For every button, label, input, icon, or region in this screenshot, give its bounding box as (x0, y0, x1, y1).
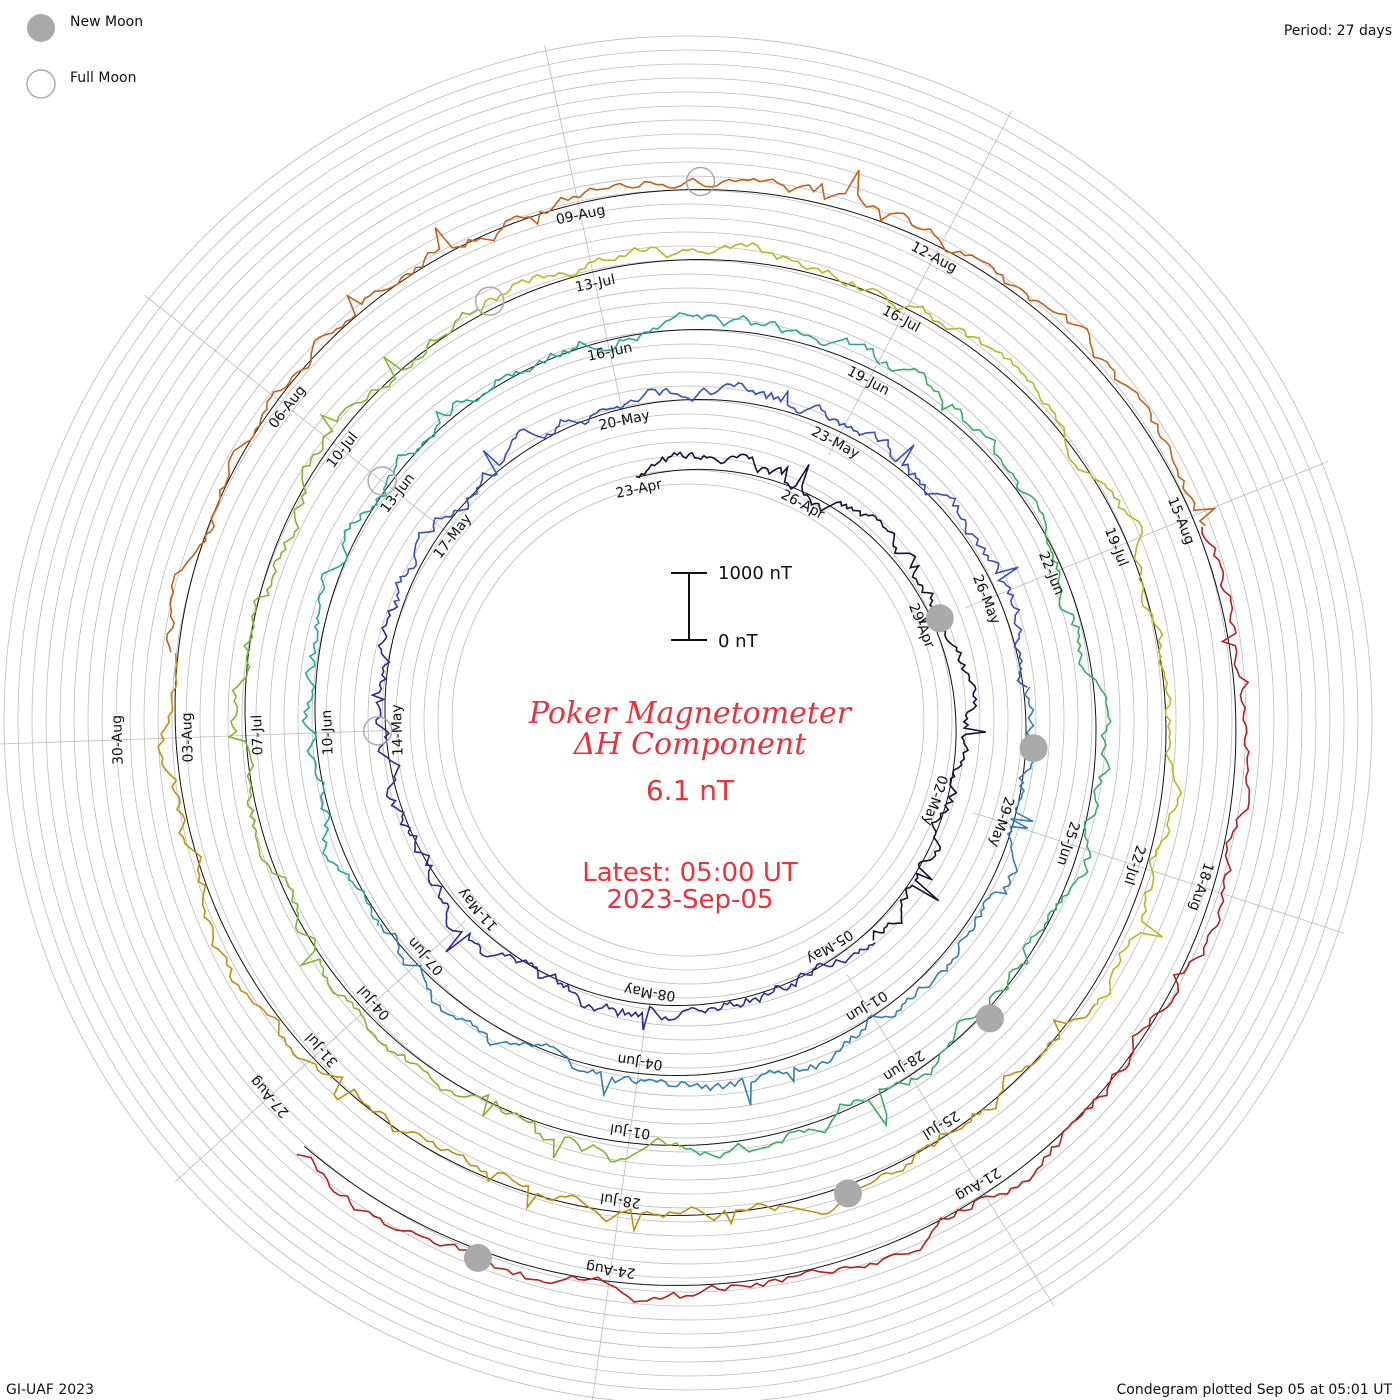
date-label: 07-Jul (249, 714, 266, 755)
date-label: 18-Aug (1186, 860, 1217, 912)
date-label: 22-Jun (1035, 549, 1067, 597)
grid-circle (311, 343, 1065, 1097)
date-label: 23-Apr (614, 476, 663, 501)
new-moon-marker (1019, 734, 1048, 763)
date-label: 16-Jun (586, 340, 634, 365)
date-label: 01-Jul (609, 1120, 651, 1141)
date-label: 19-Jun (844, 363, 892, 399)
new-moon-legend-label: New Moon (70, 14, 144, 30)
date-label: 20-May (597, 407, 651, 433)
credit-label: GI-UAF 2023 (6, 1382, 94, 1398)
grid-circle (87, 119, 1289, 1321)
grid-circle (171, 203, 1205, 1237)
grid-circle (115, 147, 1261, 1293)
full-moon-marker (685, 166, 716, 197)
magnetometer-traces (157, 169, 1251, 1303)
day-spoke (828, 110, 1013, 456)
grid-circle (255, 287, 1121, 1153)
date-label: 10-Jun (319, 710, 337, 756)
grid-circle (101, 133, 1275, 1307)
trace-segment (479, 242, 1183, 1006)
full-moon-marker (367, 466, 397, 496)
grid-circles (3, 35, 1373, 1400)
day-spoke (592, 1017, 647, 1400)
date-label: 24-Aug (585, 1258, 637, 1281)
latest-value: 6.1 nT (645, 774, 735, 807)
trace-segment (370, 601, 876, 1031)
date-label: 10-Jul (324, 429, 362, 471)
date-label: 14-May (389, 704, 407, 756)
trace-segment (393, 382, 1028, 688)
grid-circle (353, 385, 1023, 1055)
legend-markers (26, 14, 56, 99)
date-label: 25-Jul (919, 1107, 962, 1142)
grid-circle (241, 273, 1135, 1167)
trace-segment (301, 312, 881, 927)
new-moon-legend-icon (27, 14, 55, 42)
trace-segment (227, 308, 682, 1163)
latest-date: 2023-Sep-05 (606, 885, 774, 915)
period-label: Period: 27 days (1283, 23, 1392, 39)
latest-block: Latest: 05:00 UT 2023-Sep-05 (440, 860, 940, 914)
date-label: 29-May (986, 795, 1017, 849)
grid-circle (325, 357, 1051, 1083)
date-label: 03-Aug (179, 712, 197, 762)
new-moon-marker (975, 1004, 1004, 1033)
grid-circle (3, 35, 1373, 1400)
day-spoke (846, 974, 1054, 1306)
grid-circle (269, 301, 1107, 1139)
new-moon-marker (833, 1179, 862, 1208)
grid-circle (451, 483, 925, 957)
grid-circle (17, 49, 1359, 1391)
plotted-label: Condegram plotted Sep 05 at 05:01 UT (1116, 1382, 1392, 1398)
grid-circle (45, 77, 1331, 1363)
grid-circle (283, 315, 1093, 1125)
date-label: 07-Jun (405, 934, 447, 979)
trace-segment (165, 169, 1217, 653)
date-label: 15-Aug (1164, 495, 1198, 547)
trace-segment (635, 451, 986, 941)
title-block: Poker Magnetometer ΔH Component 6.1 nT (440, 698, 940, 807)
day-spoke (0, 730, 389, 745)
chart-title: Poker Magnetometer (528, 696, 852, 731)
date-label: 04-Jun (616, 1050, 663, 1072)
day-spokes (0, 44, 1345, 1400)
day-spoke (144, 294, 452, 536)
trace-segment (296, 526, 1251, 1303)
full-moon-legend-icon (26, 69, 56, 99)
grid-circle (395, 427, 981, 1013)
grid-circle (129, 161, 1247, 1279)
grid-circle (199, 231, 1177, 1209)
grid-circle (213, 245, 1163, 1195)
new-moon-marker (925, 604, 954, 633)
trace-segment (157, 652, 1097, 1234)
grid-circle (185, 217, 1191, 1223)
full-moon-marker (474, 286, 505, 316)
latest-time: Latest: 05:00 UT (582, 858, 798, 888)
trace-segment (379, 686, 1041, 1106)
date-label: 28-Jul (599, 1189, 641, 1210)
moon-markers (362, 166, 1048, 1272)
date-label: 30-Aug (109, 715, 127, 765)
full-moon-legend-label: Full Moon (70, 70, 137, 86)
grid-circle (59, 91, 1317, 1349)
scale-bottom-label: 0 nT (718, 631, 758, 652)
trace-segment (680, 361, 1112, 1159)
day-spoke (544, 44, 627, 427)
scale-bar (671, 572, 707, 641)
chart-subtitle: ΔH Component (573, 727, 807, 762)
new-moon-marker (463, 1243, 492, 1272)
full-moon-marker (362, 716, 393, 746)
grid-circle (73, 105, 1303, 1335)
grid-circle (339, 371, 1037, 1069)
scale-top-label: 1000 nT (718, 563, 792, 584)
grid-circle (31, 63, 1345, 1377)
date-label: 09-Aug (555, 202, 607, 228)
day-spoke (966, 461, 1328, 608)
date-label: 08-May (623, 981, 677, 1004)
grid-circle (381, 413, 995, 1027)
day-spoke (973, 812, 1345, 934)
